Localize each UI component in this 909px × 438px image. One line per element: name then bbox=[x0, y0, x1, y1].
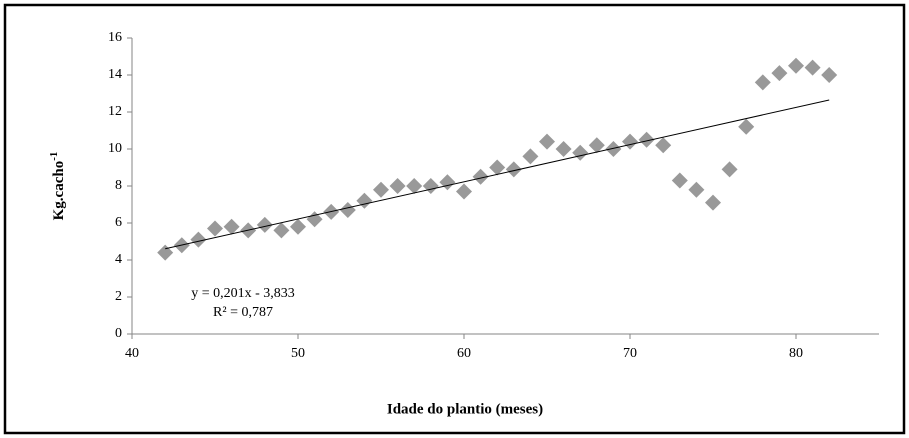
point bbox=[539, 133, 555, 150]
point bbox=[671, 172, 688, 189]
point bbox=[804, 59, 821, 76]
point bbox=[721, 161, 738, 178]
point bbox=[771, 65, 788, 82]
y-axis-label: Kg.cacho-1 bbox=[48, 152, 68, 221]
y-tick-label: 12 bbox=[108, 104, 122, 119]
point bbox=[572, 144, 589, 161]
point bbox=[290, 218, 306, 235]
point bbox=[389, 178, 406, 194]
y-tick-label: 0 bbox=[115, 326, 122, 341]
point bbox=[489, 159, 506, 176]
point bbox=[256, 216, 273, 233]
point bbox=[638, 131, 655, 148]
frame bbox=[3, 3, 906, 435]
point bbox=[273, 222, 290, 239]
point bbox=[472, 168, 489, 185]
trendline bbox=[165, 99, 830, 250]
y-tick-label: 14 bbox=[108, 67, 122, 82]
x-tick-label: 40 bbox=[125, 346, 139, 361]
y-axis-label-exponent: -1 bbox=[48, 152, 60, 161]
point bbox=[339, 202, 356, 219]
equation: y = 0,201x - 3,833 bbox=[191, 286, 295, 301]
y-tick-label: 4 bbox=[115, 252, 122, 267]
point bbox=[505, 161, 522, 178]
y-tick-label: 2 bbox=[115, 289, 122, 304]
y-tick-label: 6 bbox=[115, 215, 122, 230]
point bbox=[522, 148, 539, 165]
y-tick-label: 8 bbox=[115, 178, 122, 193]
point bbox=[788, 57, 804, 74]
point bbox=[406, 178, 423, 194]
y-tick-label: 16 bbox=[108, 30, 122, 45]
x-tick-label: 80 bbox=[789, 346, 803, 361]
y-axis-label-base: Kg.cacho bbox=[51, 161, 67, 221]
point bbox=[655, 137, 672, 154]
point bbox=[422, 178, 439, 194]
point bbox=[588, 137, 605, 154]
y-tick-label: 10 bbox=[108, 141, 122, 156]
point bbox=[754, 74, 771, 91]
x-axis-label: Idade do plantio (meses) bbox=[387, 401, 543, 417]
point bbox=[688, 181, 705, 198]
x-tick-label: 60 bbox=[457, 346, 471, 361]
x-tick-label: 70 bbox=[623, 346, 637, 361]
point bbox=[223, 218, 240, 235]
point bbox=[373, 181, 389, 198]
point bbox=[439, 174, 456, 191]
point bbox=[207, 220, 223, 237]
point bbox=[821, 67, 838, 83]
r-squared: R² = 0,787 bbox=[213, 305, 273, 320]
point bbox=[157, 244, 174, 261]
point bbox=[356, 192, 373, 209]
point bbox=[605, 141, 622, 157]
point bbox=[738, 118, 755, 135]
point bbox=[306, 211, 323, 228]
point bbox=[705, 194, 721, 211]
point bbox=[622, 133, 638, 150]
point bbox=[555, 141, 572, 157]
point bbox=[456, 183, 472, 200]
point bbox=[190, 231, 207, 248]
x-tick-label: 50 bbox=[291, 346, 305, 361]
